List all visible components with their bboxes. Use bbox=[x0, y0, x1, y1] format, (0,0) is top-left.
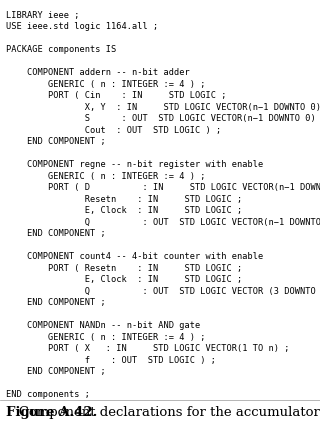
Text: PORT ( X   : IN     STD LOGIC VECTOR(1 TO n) ;: PORT ( X : IN STD LOGIC VECTOR(1 TO n) ; bbox=[6, 344, 290, 353]
Text: END COMPONENT ;: END COMPONENT ; bbox=[6, 367, 106, 376]
Text: COMPONENT regne -- n-bit register with enable: COMPONENT regne -- n-bit register with e… bbox=[6, 160, 264, 169]
Text: END components ;: END components ; bbox=[6, 390, 91, 399]
Text: GENERIC ( n : INTEGER := 4 ) ;: GENERIC ( n : INTEGER := 4 ) ; bbox=[6, 80, 206, 89]
Text: PORT ( D          : IN     STD LOGIC VECTOR(n−1 DOWNTO 0) ;: PORT ( D : IN STD LOGIC VECTOR(n−1 DOWNT… bbox=[6, 183, 320, 192]
Text: Q          : OUT  STD LOGIC VECTOR(n−1 DOWNTO 0) ) ;: Q : OUT STD LOGIC VECTOR(n−1 DOWNTO 0) )… bbox=[6, 218, 320, 227]
Text: PORT ( Resetn    : IN     STD LOGIC ;: PORT ( Resetn : IN STD LOGIC ; bbox=[6, 264, 243, 273]
Text: Resetn    : IN     STD LOGIC ;: Resetn : IN STD LOGIC ; bbox=[6, 195, 243, 204]
Text: GENERIC ( n : INTEGER := 4 ) ;: GENERIC ( n : INTEGER := 4 ) ; bbox=[6, 333, 206, 342]
Text: LIBRARY ieee ;: LIBRARY ieee ; bbox=[6, 11, 80, 20]
Text: COMPONENT NANDn -- n-bit AND gate: COMPONENT NANDn -- n-bit AND gate bbox=[6, 321, 201, 330]
Text: Cout  : OUT  STD LOGIC ) ;: Cout : OUT STD LOGIC ) ; bbox=[6, 126, 222, 135]
Text: E, Clock  : IN     STD LOGIC ;: E, Clock : IN STD LOGIC ; bbox=[6, 275, 243, 284]
Text: S      : OUT  STD LOGIC VECTOR(n−1 DOWNTO 0) ;: S : OUT STD LOGIC VECTOR(n−1 DOWNTO 0) ; bbox=[6, 114, 320, 123]
Text: END COMPONENT ;: END COMPONENT ; bbox=[6, 229, 106, 238]
Text: PORT ( Cin    : IN     STD LOGIC ;: PORT ( Cin : IN STD LOGIC ; bbox=[6, 91, 227, 100]
Text: Figure A.42.: Figure A.42. bbox=[6, 406, 98, 419]
Text: PACKAGE components IS: PACKAGE components IS bbox=[6, 45, 117, 54]
Text: END COMPONENT ;: END COMPONENT ; bbox=[6, 137, 106, 146]
Text: END COMPONENT ;: END COMPONENT ; bbox=[6, 298, 106, 307]
Text: USE ieee.std logic 1164.all ;: USE ieee.std logic 1164.all ; bbox=[6, 22, 159, 31]
Text: E, Clock  : IN     STD LOGIC ;: E, Clock : IN STD LOGIC ; bbox=[6, 206, 243, 215]
Text: f    : OUT  STD LOGIC ) ;: f : OUT STD LOGIC ) ; bbox=[6, 356, 216, 365]
Text: Component declarations for the accumulator: Component declarations for the accumulat… bbox=[6, 406, 320, 419]
Text: GENERIC ( n : INTEGER := 4 ) ;: GENERIC ( n : INTEGER := 4 ) ; bbox=[6, 172, 206, 181]
Text: X, Y  : IN     STD LOGIC VECTOR(n−1 DOWNTO 0) ;: X, Y : IN STD LOGIC VECTOR(n−1 DOWNTO 0)… bbox=[6, 103, 320, 112]
Text: COMPONENT addern -- n-bit adder: COMPONENT addern -- n-bit adder bbox=[6, 68, 190, 77]
Text: COMPONENT count4 -- 4-bit counter with enable: COMPONENT count4 -- 4-bit counter with e… bbox=[6, 252, 264, 261]
Text: Q          : OUT  STD LOGIC VECTOR (3 DOWNTO 0) ) ;: Q : OUT STD LOGIC VECTOR (3 DOWNTO 0) ) … bbox=[6, 287, 320, 296]
